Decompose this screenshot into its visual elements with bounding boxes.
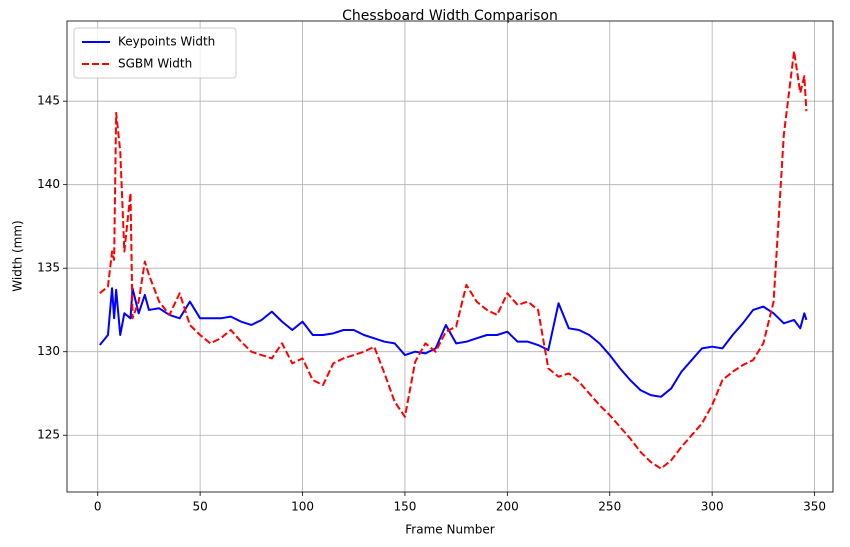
data-line xyxy=(99,50,808,470)
x-tick-label: 100 xyxy=(291,500,314,514)
y-axis-label: Width (mm) xyxy=(11,220,25,291)
legend-label: Keypoints Width xyxy=(118,35,215,49)
x-axis-label: Frame Number xyxy=(405,523,494,537)
plot-frame xyxy=(66,20,834,493)
legend-label: SGBM Width xyxy=(118,57,192,71)
y-tick-label: 135 xyxy=(37,261,60,275)
y-tick-label: 140 xyxy=(37,177,60,191)
x-tick-label: 300 xyxy=(701,500,724,514)
x-tick-label: 50 xyxy=(192,500,207,514)
x-tick-label: 200 xyxy=(496,500,519,514)
x-tick-label: 350 xyxy=(803,500,826,514)
x-tick-label: 250 xyxy=(598,500,621,514)
x-tick-label: 0 xyxy=(94,500,102,514)
x-tick-label: 150 xyxy=(393,500,416,514)
chart-title: Chessboard Width Comparison xyxy=(342,8,558,24)
legend-box xyxy=(73,27,237,79)
y-tick-label: 125 xyxy=(37,428,60,442)
y-tick-label: 130 xyxy=(37,344,60,358)
y-tick-label: 145 xyxy=(37,94,60,108)
